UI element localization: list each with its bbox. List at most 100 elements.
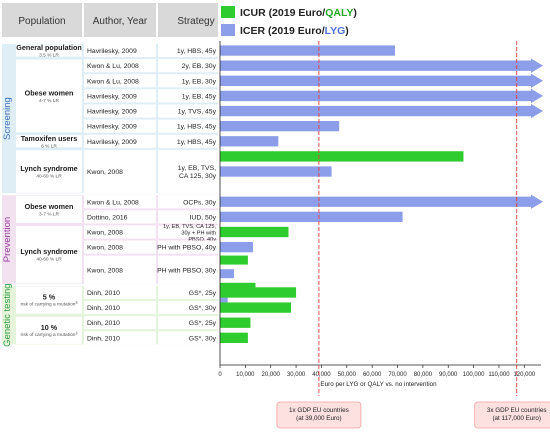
legend-icur-label: ICUR (2019 Euro/QALY)	[240, 7, 357, 19]
gdp-threshold-label: (at 39,000 Euro)	[296, 415, 342, 422]
strategy-cell	[158, 240, 218, 254]
author-cell	[84, 255, 156, 284]
x-tick-label: 110,000	[488, 372, 510, 378]
author-cell	[84, 225, 156, 239]
bar-icur	[220, 255, 248, 265]
x-tick-label: 100,000	[463, 372, 485, 378]
x-tick-label: 90,000	[439, 372, 458, 378]
author-year: Kwon & Lu, 2008	[87, 78, 139, 85]
x-tick-label: 120,000	[513, 372, 535, 378]
bar-icur	[220, 151, 464, 162]
author-cell	[84, 104, 156, 118]
author-year: Dottino, 2016	[87, 214, 128, 221]
strategy-cell	[158, 119, 218, 133]
author-year: Kwon & Lu, 2008	[87, 199, 139, 206]
strategy-line: PH with PBSO, 30y	[157, 267, 217, 274]
header-population: Population	[18, 16, 65, 27]
table-header: Population Author, Year Strategy	[2, 3, 218, 37]
author-year: Havrilesky, 2009	[87, 124, 137, 131]
author-cell	[84, 74, 156, 88]
strategy-cell	[158, 44, 218, 58]
header-author-year: Author, Year	[93, 16, 148, 27]
author-year: Kwon & Lu, 2008	[87, 63, 139, 70]
strategy-line: 1y, HBS, 45y	[177, 48, 217, 55]
legend: ICUR (2019 Euro/QALY) ICER (2019 Euro/LY…	[221, 6, 357, 37]
x-tick-label: 0	[218, 372, 222, 378]
strategy-line: 1y, HBS, 45y	[177, 124, 217, 131]
population-name: General population	[16, 43, 82, 52]
bar-icur	[220, 332, 248, 343]
population-name: Lynch syndrome	[20, 164, 77, 173]
author-cell	[84, 89, 156, 103]
x-tick-label: 30,000	[287, 372, 306, 378]
strategy-line: PBSO, 40y	[188, 237, 216, 243]
x-tick-label: 70,000	[388, 372, 407, 378]
reference-lines: 1x GDP EU countries(at 39,000 Euro) 3x GD…	[276, 41, 550, 429]
population-name: Obese women	[25, 88, 74, 97]
bar-icer-arrow	[220, 73, 543, 88]
strategy-cell	[158, 149, 218, 194]
population-name: Lynch syndrome	[20, 247, 77, 256]
author-cell	[84, 285, 156, 300]
bar-icur	[220, 317, 251, 328]
strategy-cell	[158, 59, 218, 73]
strategy-line: PH with PBSO, 40y	[157, 245, 217, 252]
population-cell	[16, 286, 82, 314]
population-name: 5 %	[43, 293, 56, 302]
author-cell	[84, 59, 156, 73]
gdp-threshold-label: 1x GDP EU countries	[289, 407, 349, 414]
plot-area	[220, 45, 543, 343]
header-strategy: Strategy	[177, 16, 214, 27]
bar-icer	[220, 211, 403, 223]
population-name: Tamoxifen users	[21, 134, 78, 143]
strategy-line: GS*, 25y	[189, 290, 217, 297]
strategy-cell	[158, 255, 218, 284]
gdp-threshold-label: (at 117,000 Euro)	[492, 415, 541, 422]
header-strategy-cell	[158, 3, 218, 37]
population-subtitle: 40-60 % LR	[36, 174, 62, 180]
legend-icer-swatch	[221, 24, 235, 36]
gdp-threshold-label: 3x GDP EU countries	[487, 407, 547, 414]
author-year: Dinh, 2010	[87, 290, 120, 297]
population-cell	[16, 225, 82, 284]
strategy-cell	[158, 331, 218, 345]
x-tick-label: 40,000	[312, 372, 331, 378]
author-cell	[84, 134, 156, 148]
population-subtitle: 3-7 % LR	[39, 211, 60, 217]
bar-icur	[220, 282, 256, 292]
author-cell	[84, 210, 156, 224]
gdp-threshold-box	[276, 401, 362, 429]
strategy-cell	[158, 301, 218, 315]
legend-icur-swatch	[221, 6, 235, 18]
population-subtitle-sup: §	[75, 331, 77, 335]
author-year: Kwon, 2008	[87, 245, 123, 252]
strategy-cell	[158, 316, 218, 330]
bar-icer	[220, 166, 332, 177]
author-year: Havrilesky, 2009	[87, 109, 137, 116]
population-subtitle: risk of carrying a mutation§	[21, 331, 78, 338]
population-subtitle: 6 % LR	[41, 143, 57, 149]
section-label: Screening	[2, 97, 13, 140]
strategy-line: 1y, EB, TVS,	[178, 165, 216, 172]
x-tick-label: 80,000	[414, 372, 433, 378]
population-cell	[16, 195, 82, 223]
bar-icer	[220, 45, 395, 56]
bar-icur	[220, 287, 297, 298]
population-cell	[16, 135, 82, 148]
header-population-cell	[2, 3, 82, 37]
author-year: Dinh, 2010	[87, 335, 120, 342]
x-tick-label: 10,000	[236, 372, 255, 378]
x-axis-label: Euro per LYG or QALY vs. no intervention	[320, 381, 437, 388]
bar-icer-arrow	[220, 88, 543, 104]
population-subtitle: risk of carrying a mutation§	[21, 301, 78, 308]
author-cell	[84, 301, 156, 315]
x-tick-label: 20,000	[262, 372, 281, 378]
author-cell	[84, 240, 156, 254]
bar-icur	[220, 302, 292, 313]
strategy-cell	[158, 74, 218, 88]
strategy-line: 1y, TVS, 45y	[178, 109, 217, 116]
author-cell	[84, 195, 156, 209]
strategy-line: CA 125, 30y	[179, 173, 217, 180]
